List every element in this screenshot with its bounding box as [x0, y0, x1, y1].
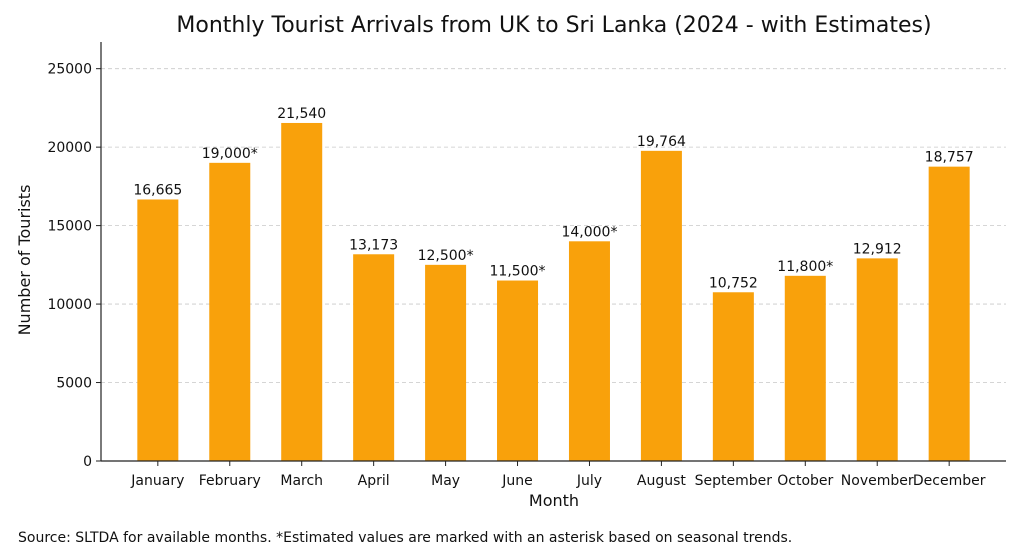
x-tick-label: March [280, 473, 323, 489]
data-label: 11,800* [777, 259, 833, 275]
bar-march [281, 122, 323, 461]
bar-september [712, 292, 754, 461]
x-tick-label: April [358, 473, 390, 489]
y-tick-label: 25000 [47, 62, 92, 78]
bar-february [209, 162, 251, 461]
data-label: 19,764 [637, 134, 686, 150]
bar-november [856, 258, 898, 461]
x-tick-label: February [199, 473, 261, 489]
bar-may [425, 264, 467, 461]
x-tick-label: June [501, 473, 533, 489]
data-label: 12,500* [418, 248, 474, 264]
bar-august [640, 150, 682, 462]
x-tick-label: August [637, 473, 687, 489]
data-label: 12,912 [853, 241, 902, 257]
bar-july [568, 241, 610, 461]
x-tick-label: December [913, 473, 986, 489]
footnote: Source: SLTDA for available months. *Est… [18, 530, 792, 546]
data-label: 10,752 [709, 275, 758, 291]
data-label: 16,665 [133, 182, 182, 198]
data-label: 11,500* [490, 264, 546, 280]
x-axis-label: Month [529, 491, 579, 510]
bar-october [784, 275, 826, 461]
bar-april [353, 254, 395, 461]
x-tick-label: July [576, 473, 602, 489]
y-tick-label: 20000 [47, 140, 92, 156]
x-tick-label: May [431, 473, 460, 489]
chart-title: Monthly Tourist Arrivals from UK to Sri … [176, 13, 931, 38]
y-tick-label: 0 [83, 454, 92, 470]
data-label: 13,173 [349, 237, 398, 253]
y-axis-label: Number of Tourists [15, 185, 34, 336]
data-label: 19,000* [202, 146, 258, 162]
x-tick-label: January [130, 473, 184, 489]
y-tick-label: 10000 [47, 297, 92, 313]
bar-december [928, 166, 970, 462]
x-tick-label: October [777, 473, 833, 489]
x-tick-label: November [841, 473, 914, 489]
x-tick-label: September [695, 473, 773, 489]
bar-january [137, 199, 179, 461]
data-label: 18,757 [925, 150, 974, 166]
y-tick-label: 5000 [56, 376, 92, 392]
data-label: 21,540 [277, 106, 326, 122]
data-label: 14,000* [561, 224, 617, 240]
bar-june [497, 280, 539, 461]
y-tick-label: 15000 [47, 219, 92, 235]
